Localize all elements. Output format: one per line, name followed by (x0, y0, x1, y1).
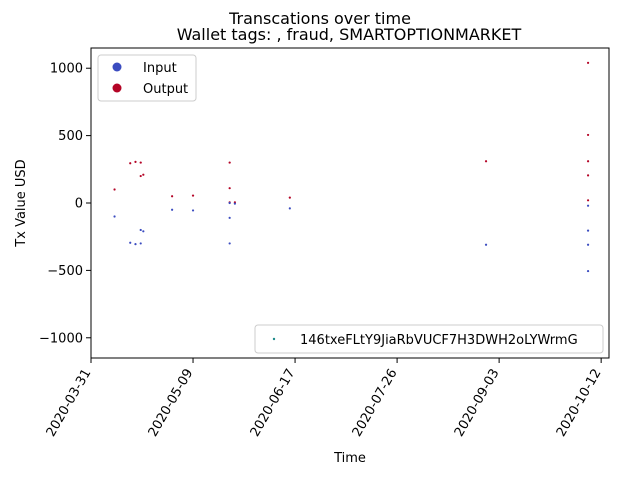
data-point-output (134, 160, 137, 163)
data-point-output (484, 160, 488, 163)
y-axis-label: Tx Value USD (14, 159, 29, 247)
y-axis-ticks: 1000 500 0 −500 −1000 (39, 62, 91, 346)
data-point-input (139, 242, 142, 245)
data-point-output (191, 194, 195, 197)
y-tick-label: 1000 (50, 62, 83, 77)
data-point-input (134, 243, 137, 246)
data-point-output (139, 174, 142, 178)
data-point-input (113, 215, 116, 218)
data-point-output (228, 161, 231, 164)
legend-wallet-box (254, 324, 604, 354)
data-point-output (142, 173, 145, 176)
data-point-input (586, 243, 590, 246)
x-axis-label: Time (333, 451, 366, 466)
data-point-input (484, 243, 488, 246)
x-tick-label: 2020-10-12 (554, 367, 605, 440)
data-point-output (586, 160, 590, 163)
x-tick-label: 2020-06-17 (248, 367, 299, 440)
data-point-input (228, 201, 231, 205)
data-point-input (139, 228, 142, 232)
x-tick-label: 2020-05-09 (146, 367, 197, 440)
legend-input-marker (112, 62, 122, 72)
data-point-output (586, 61, 590, 64)
data-point-input (228, 242, 231, 245)
data-point-output (586, 174, 590, 177)
data-point-input (586, 229, 590, 232)
data-points (113, 61, 590, 273)
data-point-output (288, 196, 291, 199)
y-tick-label: −1000 (39, 331, 83, 346)
legend-wallet-marker (272, 337, 276, 341)
data-point-input (233, 202, 236, 205)
data-point-output (228, 187, 231, 190)
y-tick-label: 500 (58, 129, 83, 144)
data-point-input (288, 207, 291, 210)
data-point-output (586, 133, 590, 137)
x-axis-ticks: 2020-03-31 2020-05-09 2020-06-17 2020-07-26… (44, 358, 605, 439)
plot-area-frame (90, 47, 610, 359)
legend-input-label: Input (143, 61, 177, 76)
x-tick-label: 2020-09-03 (452, 367, 503, 440)
data-point-output (171, 195, 174, 198)
data-point-output (586, 199, 590, 202)
data-point-input (191, 209, 195, 212)
legend-box (97, 54, 197, 102)
data-point-input (171, 208, 174, 211)
data-point-output (113, 188, 116, 191)
y-tick-label: 0 (75, 197, 83, 212)
data-point-output (129, 162, 132, 165)
data-point-input (142, 230, 145, 233)
data-point-input (586, 204, 590, 207)
data-point-output (139, 161, 142, 164)
data-point-input (129, 241, 132, 244)
data-point-input (586, 269, 590, 273)
x-tick-label: 2020-03-31 (44, 367, 95, 440)
chart-title: Transcations over time (228, 9, 411, 28)
y-tick-label: −500 (47, 264, 83, 279)
legend-output-label: Output (143, 82, 188, 97)
data-point-input (228, 216, 231, 219)
legend-wallet: 146txeFLtY9JiaRbVUCF7H3DWH2oLYWrmG (254, 324, 604, 354)
chart-subtitle: Wallet tags: , fraud, SMARTOPTIONMARKET (177, 25, 522, 44)
legend-output-marker (112, 83, 122, 93)
legend-input-output: Input Output (97, 54, 197, 102)
legend-wallet-label: 146txeFLtY9JiaRbVUCF7H3DWH2oLYWrmG (300, 333, 578, 348)
x-tick-label: 2020-07-26 (350, 367, 401, 440)
